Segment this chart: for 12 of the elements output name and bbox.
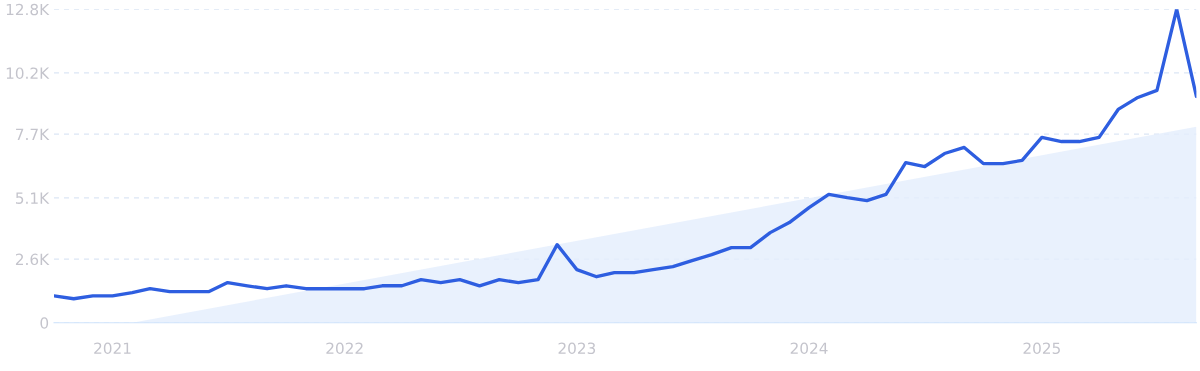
y-tick-label: 7.7K	[16, 128, 50, 140]
x-tick-label: 2022	[326, 342, 363, 355]
y-tick-label: 12.8K	[6, 3, 50, 16]
x-tick-label: 2023	[558, 342, 596, 355]
y-tick-label: 0	[40, 317, 49, 329]
x-tick-label: 2024	[790, 342, 828, 355]
y-tick-label: 2.6K	[15, 253, 50, 266]
line-series	[54, 9, 1197, 301]
x-tick-label: 2021	[94, 342, 131, 355]
y-tick-label: 10.2K	[6, 67, 50, 79]
y-tick-label: 5.1K	[16, 192, 50, 204]
x-tick-label: 2025	[1023, 342, 1060, 355]
